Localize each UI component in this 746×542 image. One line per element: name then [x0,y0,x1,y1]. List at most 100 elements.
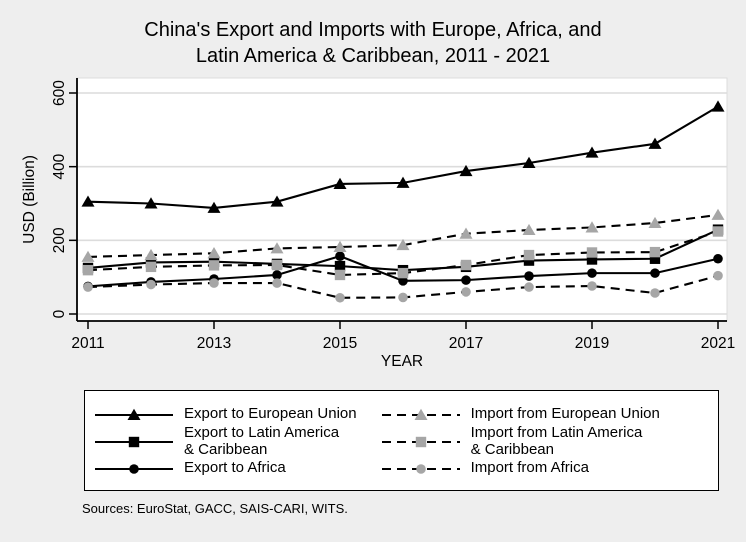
legend-square-marker-icon [95,436,173,447]
circle-marker-icon [713,270,723,281]
legend-square-marker-icon [381,436,460,447]
legend-item-export-to-european-union: Export to European Union [95,405,382,423]
circle-marker-icon [335,251,345,261]
legend-item-import-from-european-union: Import from European Union [381,405,718,423]
legend-item-export-to-africa: Export to Africa [95,459,382,477]
legend: Export to European Union Import from Euro… [84,390,719,491]
legend-label: Import from Latin America & Caribbean [470,423,643,458]
circle-marker-icon [461,287,471,297]
triangle-marker-icon [270,242,284,254]
square-marker-icon [586,247,598,258]
x-tick-label: 2015 [323,335,357,352]
circle-marker-icon [713,253,723,264]
square-marker-icon [523,255,535,266]
y-axis-title: USD (Billion) [21,155,38,244]
series-import-from-european-union [81,208,725,262]
triangle-marker-icon [522,156,536,168]
circle-marker-icon [461,275,471,285]
legend-circle-marker-icon [381,463,460,474]
circle-marker-icon [650,288,660,298]
series-export-to-european-union [81,100,725,213]
square-marker-icon [334,260,346,272]
circle-marker-icon [129,463,139,474]
x-tick-label: 2019 [575,335,609,352]
triangle-marker-icon [711,100,725,112]
x-tick-label: 2013 [197,335,231,352]
square-marker-icon [145,261,157,273]
y-tick-label: 200 [51,227,68,253]
square-marker-icon [82,264,94,276]
circle-marker-icon [524,271,534,281]
legend-label: Export to Africa [184,459,286,476]
triangle-marker-icon [711,208,725,220]
chart-title-line-2: Latin America & Caribbean, 2011 - 2021 [195,45,551,67]
square-marker-icon [460,259,472,271]
legend-item-import-from-africa: Import from Africa [381,459,718,477]
triangle-marker-icon [648,216,662,229]
legend-label: Export to European Union [184,405,357,422]
x-axis-title: YEAR [381,353,423,370]
legend-triangle-marker-icon [381,408,460,420]
triangle-marker-icon [127,408,141,420]
x-tick-label: 2021 [701,335,735,352]
triangle-marker-icon [522,223,536,236]
legend-triangle-marker-icon [95,408,173,420]
triangle-marker-icon [396,238,410,251]
triangle-marker-icon [333,240,347,252]
square-marker-icon [271,259,283,271]
triangle-marker-icon [207,247,221,259]
triangle-marker-icon [585,221,599,233]
triangle-marker-icon [144,197,158,209]
triangle-marker-icon [81,250,95,262]
legend-item-import-from-latin-america-caribbean: Import from Latin America & Caribbean [381,423,718,458]
y-tick-label: 600 [51,80,68,106]
legend-label: Import from Africa [470,459,589,476]
square-marker-icon [523,249,535,261]
circle-marker-icon [335,292,345,303]
triangle-marker-icon [333,177,347,189]
legend-label: Export to Latin America & Caribbean [184,423,340,458]
square-marker-icon [397,267,409,279]
square-marker-icon [208,260,220,271]
triangle-marker-icon [81,195,95,207]
circle-marker-icon [209,278,219,288]
legend-item-export-to-latin-america-caribbean: Export to Latin America & Caribbean [95,424,382,458]
legend-circle-marker-icon [95,463,173,474]
square-marker-icon [649,246,661,258]
triangle-marker-icon [459,164,473,177]
triangle-marker-icon [648,137,662,149]
legend-label: Import from European Union [470,405,660,422]
x-tick-label: 2011 [71,335,104,352]
chart-title: China's Export and Imports with Europe, … [0,17,746,69]
x-tick-label: 2017 [449,335,483,352]
circle-marker-icon [415,463,426,474]
triangle-marker-icon [459,227,473,239]
circle-marker-icon [398,292,408,303]
circle-marker-icon [146,279,156,290]
series-import-from-latin-america-caribbean [82,226,724,281]
y-tick-label: 0 [51,309,68,318]
triangle-marker-icon [270,195,284,207]
circle-marker-icon [587,268,597,278]
circle-marker-icon [272,278,282,288]
sources-note: Sources: EuroStat, GACC, SAIS-CARI, WITS… [82,501,348,516]
circle-marker-icon [398,276,408,286]
y-tick-label: 400 [51,153,68,179]
circle-marker-icon [272,270,282,280]
square-marker-icon [586,254,598,265]
circle-marker-icon [650,268,660,278]
square-marker-icon [334,269,346,281]
triangle-marker-icon [207,201,221,213]
triangle-marker-icon [585,146,599,158]
triangle-marker-icon [396,176,410,188]
chart-title-line-1: China's Export and Imports with Europe, … [144,19,602,41]
triangle-marker-icon [414,408,428,420]
square-marker-icon [649,253,661,264]
square-marker-icon [712,226,724,237]
series-import-from-africa [83,270,723,303]
circle-marker-icon [524,282,534,292]
triangle-marker-icon [144,248,158,261]
circle-marker-icon [83,282,93,292]
